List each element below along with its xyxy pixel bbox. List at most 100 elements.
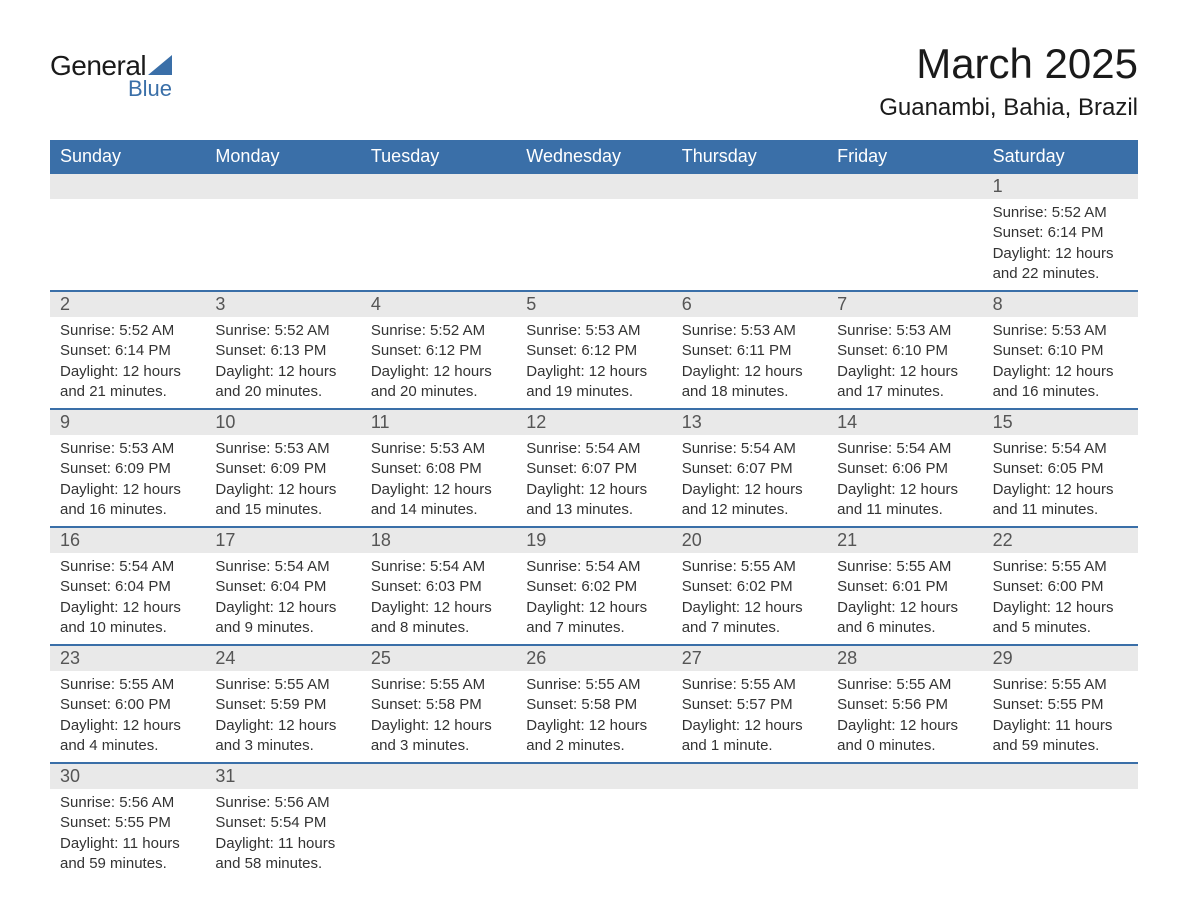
day-content: Sunrise: 5:53 AMSunset: 6:12 PMDaylight:… <box>516 317 671 408</box>
day-cell: 19Sunrise: 5:54 AMSunset: 6:02 PMDayligh… <box>516 527 671 644</box>
day-number <box>516 173 671 199</box>
day-daylight2: and 59 minutes. <box>993 736 1128 756</box>
day-number <box>827 173 982 199</box>
day-cell: 22Sunrise: 5:55 AMSunset: 6:00 PMDayligh… <box>983 527 1138 644</box>
day-daylight1: Daylight: 12 hours <box>682 362 817 382</box>
day-number <box>50 173 205 199</box>
day-content <box>516 789 671 869</box>
day-daylight2: and 3 minutes. <box>215 736 350 756</box>
day-daylight1: Daylight: 11 hours <box>993 716 1128 736</box>
day-daylight1: Daylight: 12 hours <box>215 598 350 618</box>
day-sunrise: Sunrise: 5:53 AM <box>682 321 817 341</box>
day-cell: 7Sunrise: 5:53 AMSunset: 6:10 PMDaylight… <box>827 291 982 408</box>
day-content: Sunrise: 5:54 AMSunset: 6:04 PMDaylight:… <box>205 553 360 644</box>
day-content: Sunrise: 5:55 AMSunset: 5:58 PMDaylight:… <box>516 671 671 762</box>
day-sunrise: Sunrise: 5:53 AM <box>526 321 661 341</box>
day-number: 8 <box>983 291 1138 317</box>
day-content: Sunrise: 5:54 AMSunset: 6:07 PMDaylight:… <box>672 435 827 526</box>
day-sunset: Sunset: 6:09 PM <box>215 459 350 479</box>
day-content <box>361 789 516 869</box>
day-number: 25 <box>361 645 516 671</box>
day-cell: 28Sunrise: 5:55 AMSunset: 5:56 PMDayligh… <box>827 645 982 762</box>
day-daylight1: Daylight: 12 hours <box>526 362 661 382</box>
day-content <box>50 199 205 279</box>
day-sunset: Sunset: 6:03 PM <box>371 577 506 597</box>
day-number: 12 <box>516 409 671 435</box>
day-sunset: Sunset: 5:58 PM <box>526 695 661 715</box>
day-daylight2: and 5 minutes. <box>993 618 1128 638</box>
day-cell <box>361 173 516 290</box>
day-sunrise: Sunrise: 5:54 AM <box>526 557 661 577</box>
day-daylight1: Daylight: 12 hours <box>215 716 350 736</box>
day-sunrise: Sunrise: 5:53 AM <box>993 321 1128 341</box>
day-daylight1: Daylight: 12 hours <box>526 716 661 736</box>
day-cell: 4Sunrise: 5:52 AMSunset: 6:12 PMDaylight… <box>361 291 516 408</box>
day-number: 23 <box>50 645 205 671</box>
day-daylight2: and 9 minutes. <box>215 618 350 638</box>
day-sunset: Sunset: 6:09 PM <box>60 459 195 479</box>
day-content: Sunrise: 5:56 AMSunset: 5:54 PMDaylight:… <box>205 789 360 880</box>
day-number: 30 <box>50 763 205 789</box>
day-sunset: Sunset: 6:10 PM <box>993 341 1128 361</box>
day-cell: 14Sunrise: 5:54 AMSunset: 6:06 PMDayligh… <box>827 409 982 526</box>
day-sunrise: Sunrise: 5:54 AM <box>371 557 506 577</box>
week-row: 2Sunrise: 5:52 AMSunset: 6:14 PMDaylight… <box>50 291 1138 409</box>
week-row: 30Sunrise: 5:56 AMSunset: 5:55 PMDayligh… <box>50 763 1138 880</box>
day-daylight2: and 13 minutes. <box>526 500 661 520</box>
day-cell <box>50 173 205 290</box>
day-sunrise: Sunrise: 5:52 AM <box>993 203 1128 223</box>
day-sunset: Sunset: 6:12 PM <box>371 341 506 361</box>
day-daylight2: and 59 minutes. <box>60 854 195 874</box>
day-sunrise: Sunrise: 5:52 AM <box>215 321 350 341</box>
day-cell: 1Sunrise: 5:52 AMSunset: 6:14 PMDaylight… <box>983 173 1138 290</box>
day-daylight2: and 10 minutes. <box>60 618 195 638</box>
day-daylight1: Daylight: 12 hours <box>60 598 195 618</box>
day-daylight2: and 20 minutes. <box>371 382 506 402</box>
day-daylight1: Daylight: 12 hours <box>837 480 972 500</box>
day-number: 29 <box>983 645 1138 671</box>
day-content: Sunrise: 5:53 AMSunset: 6:10 PMDaylight:… <box>827 317 982 408</box>
day-number: 21 <box>827 527 982 553</box>
day-content: Sunrise: 5:53 AMSunset: 6:08 PMDaylight:… <box>361 435 516 526</box>
day-sunrise: Sunrise: 5:56 AM <box>215 793 350 813</box>
day-number: 20 <box>672 527 827 553</box>
day-sunrise: Sunrise: 5:55 AM <box>837 675 972 695</box>
day-sunset: Sunset: 6:04 PM <box>60 577 195 597</box>
day-cell: 25Sunrise: 5:55 AMSunset: 5:58 PMDayligh… <box>361 645 516 762</box>
day-number: 31 <box>205 763 360 789</box>
day-daylight1: Daylight: 12 hours <box>60 362 195 382</box>
day-daylight1: Daylight: 12 hours <box>837 598 972 618</box>
day-daylight2: and 14 minutes. <box>371 500 506 520</box>
day-content <box>205 199 360 279</box>
day-content: Sunrise: 5:54 AMSunset: 6:04 PMDaylight:… <box>50 553 205 644</box>
day-cell: 11Sunrise: 5:53 AMSunset: 6:08 PMDayligh… <box>361 409 516 526</box>
day-daylight1: Daylight: 12 hours <box>215 362 350 382</box>
day-number <box>827 763 982 789</box>
day-sunset: Sunset: 5:54 PM <box>215 813 350 833</box>
day-cell: 9Sunrise: 5:53 AMSunset: 6:09 PMDaylight… <box>50 409 205 526</box>
day-cell <box>205 173 360 290</box>
day-sunset: Sunset: 6:07 PM <box>526 459 661 479</box>
day-number <box>672 173 827 199</box>
day-number: 17 <box>205 527 360 553</box>
day-sunset: Sunset: 6:00 PM <box>993 577 1128 597</box>
day-number: 28 <box>827 645 982 671</box>
day-number <box>516 763 671 789</box>
day-number: 22 <box>983 527 1138 553</box>
day-number <box>983 763 1138 789</box>
week-row: 16Sunrise: 5:54 AMSunset: 6:04 PMDayligh… <box>50 527 1138 645</box>
day-number: 11 <box>361 409 516 435</box>
day-header: Thursday <box>672 140 827 173</box>
day-content: Sunrise: 5:54 AMSunset: 6:03 PMDaylight:… <box>361 553 516 644</box>
day-daylight2: and 16 minutes. <box>60 500 195 520</box>
day-daylight1: Daylight: 12 hours <box>993 480 1128 500</box>
day-content: Sunrise: 5:53 AMSunset: 6:10 PMDaylight:… <box>983 317 1138 408</box>
day-cell: 8Sunrise: 5:53 AMSunset: 6:10 PMDaylight… <box>983 291 1138 408</box>
day-daylight2: and 20 minutes. <box>215 382 350 402</box>
day-daylight2: and 58 minutes. <box>215 854 350 874</box>
day-sunrise: Sunrise: 5:53 AM <box>837 321 972 341</box>
day-number: 13 <box>672 409 827 435</box>
day-number: 4 <box>361 291 516 317</box>
day-cell: 21Sunrise: 5:55 AMSunset: 6:01 PMDayligh… <box>827 527 982 644</box>
logo-sail-icon <box>148 55 172 75</box>
